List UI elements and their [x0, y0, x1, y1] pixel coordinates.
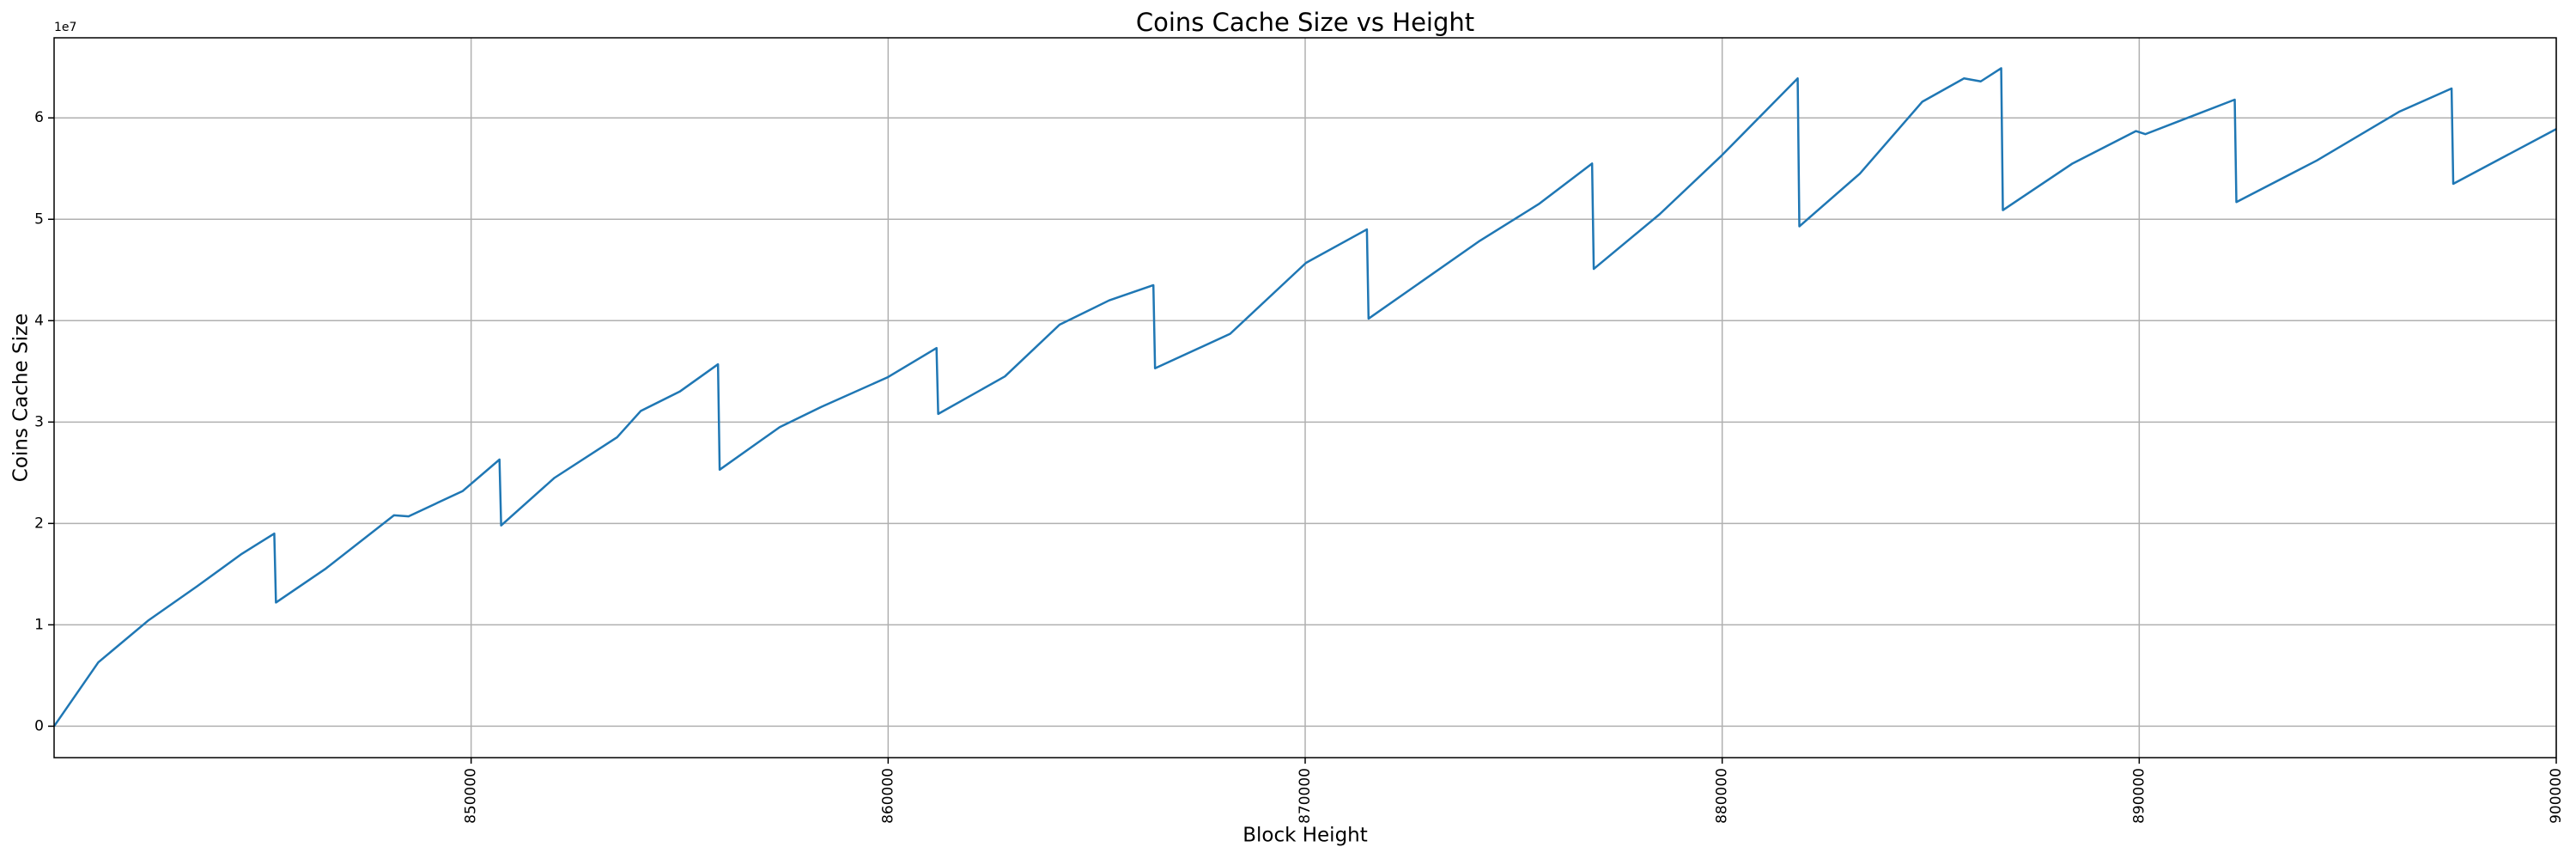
x-axis-label: Block Height — [1242, 825, 1368, 847]
y-tick-label: 2 — [34, 515, 44, 532]
x-tick-label: 860000 — [879, 768, 896, 824]
data-line — [52, 67, 2557, 728]
y-tick-label: 6 — [34, 109, 44, 126]
x-tick-label: 890000 — [2130, 768, 2148, 824]
chart-title: Coins Cache Size vs Height — [1136, 8, 1474, 37]
y-offset-label: 1e7 — [54, 21, 76, 34]
x-tick-label: 850000 — [463, 768, 480, 824]
y-axis-label: Coins Cache Size — [10, 314, 33, 482]
x-tick-label: 870000 — [1297, 768, 1314, 824]
y-tick-label: 4 — [34, 312, 44, 329]
plot-frame — [53, 37, 2557, 758]
x-tick-label: 880000 — [1714, 768, 1731, 824]
y-tick-label: 0 — [34, 717, 44, 734]
y-tick-label: 1 — [34, 616, 44, 633]
y-tick-label: 5 — [34, 210, 44, 228]
y-tick-label: 3 — [34, 413, 44, 430]
x-tick-label: 900000 — [2548, 768, 2565, 824]
